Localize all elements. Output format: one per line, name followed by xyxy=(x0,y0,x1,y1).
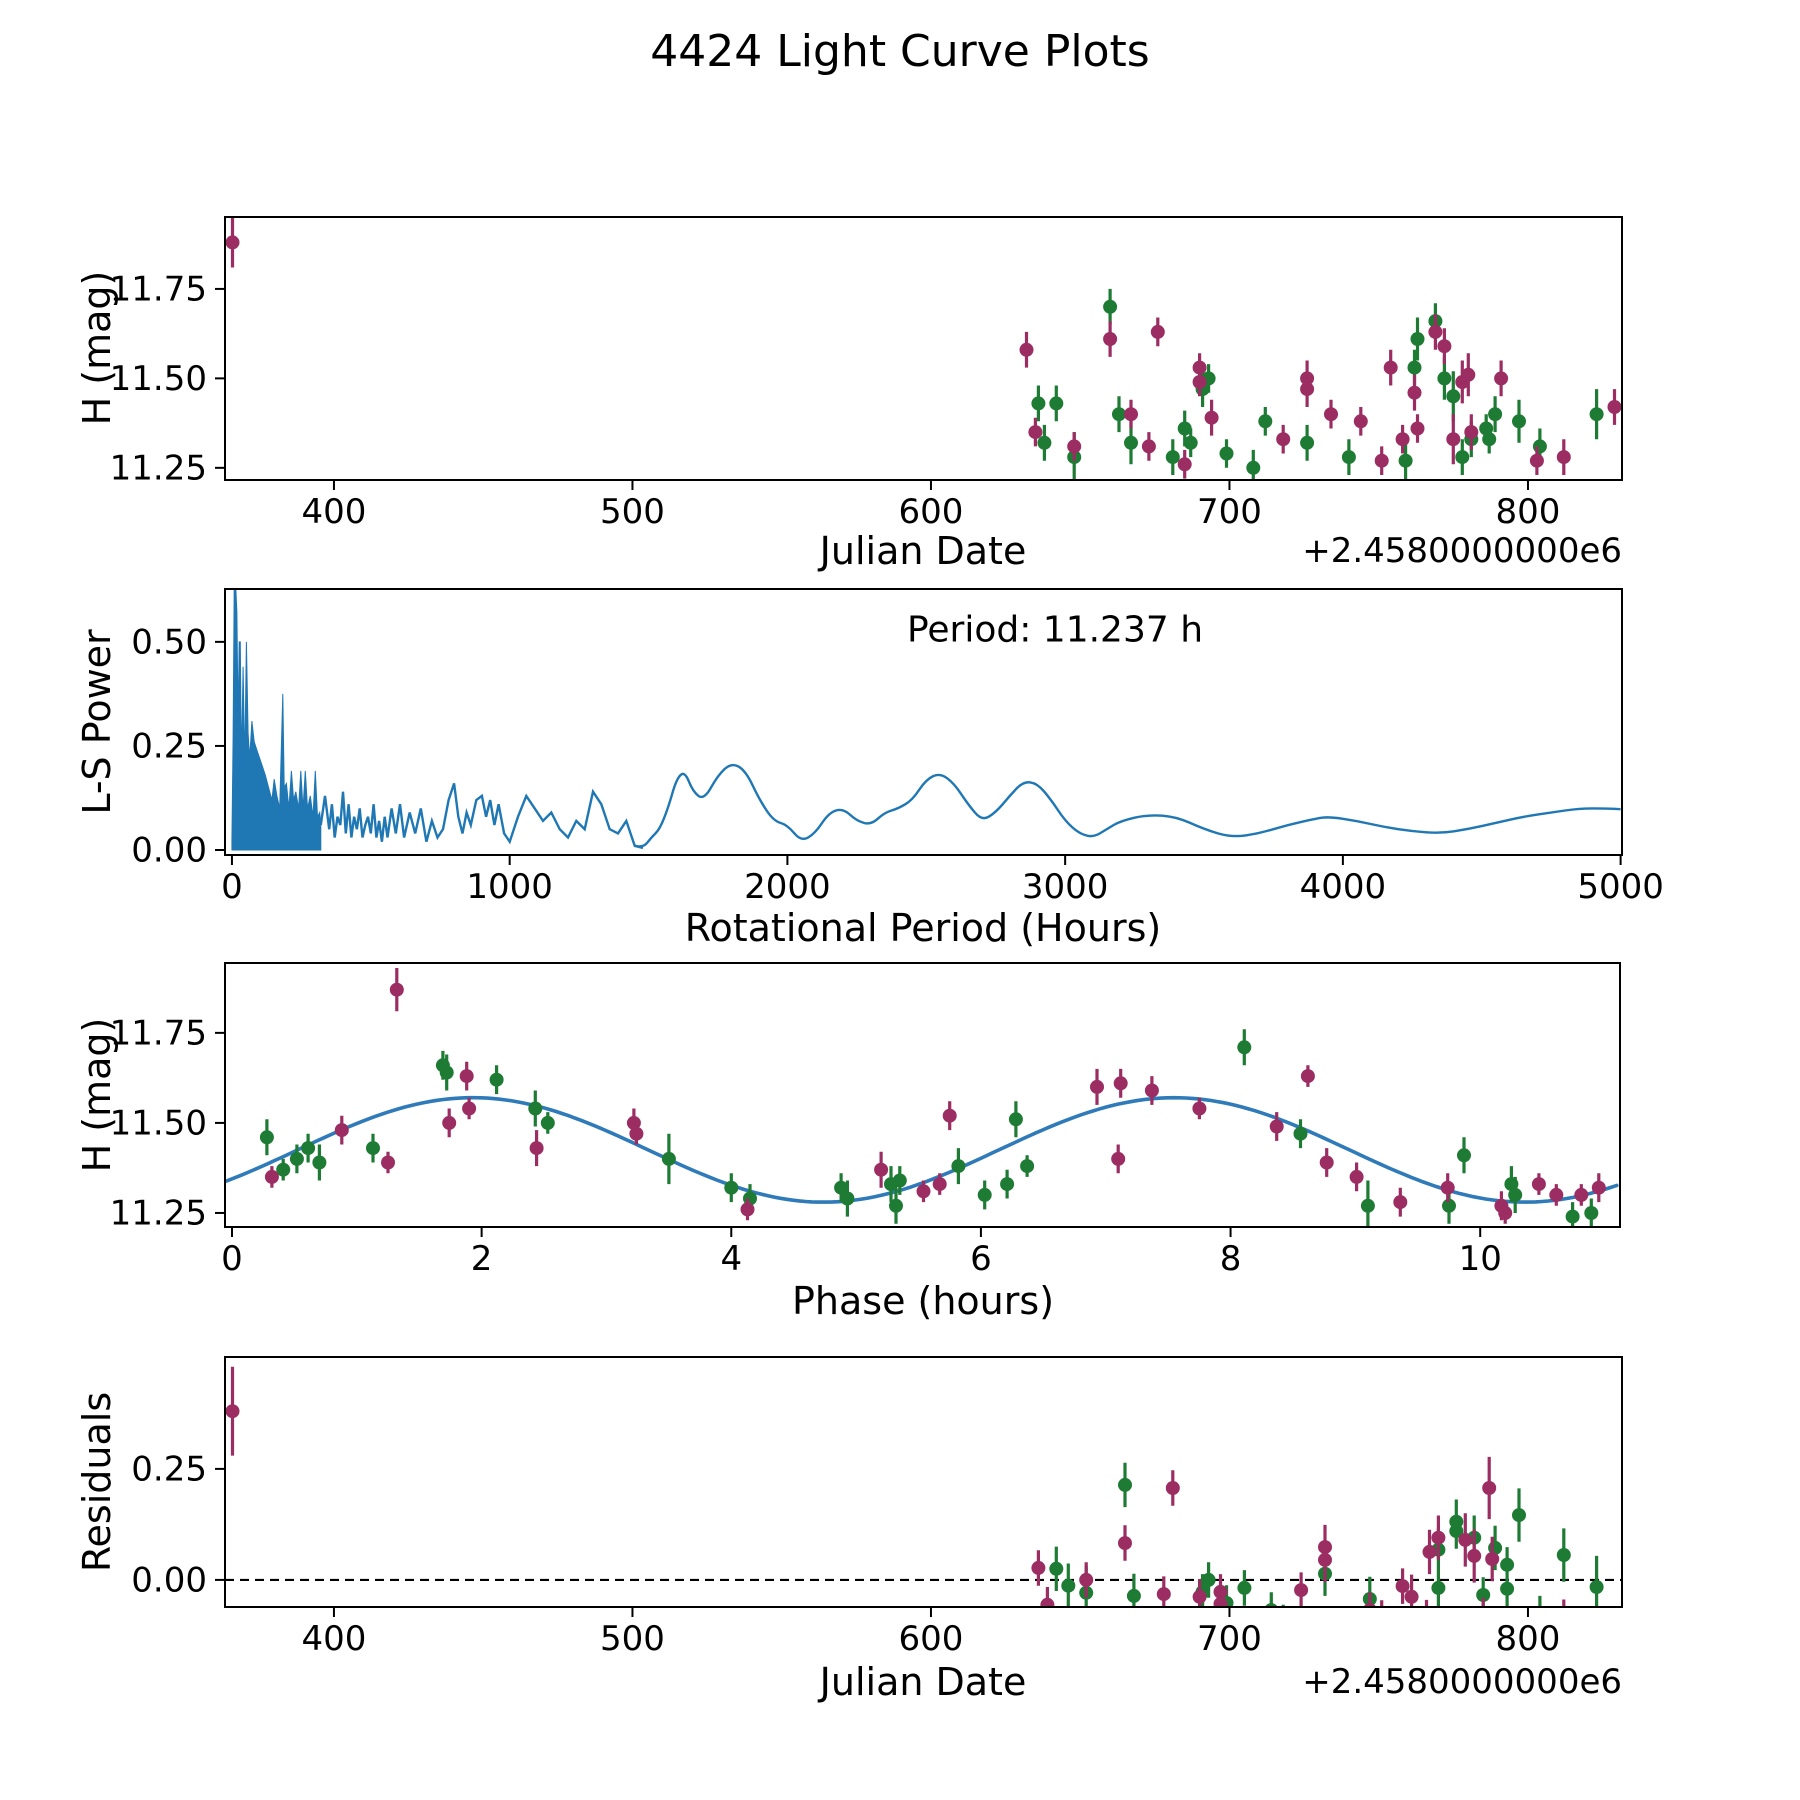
svg-text:11.50: 11.50 xyxy=(110,1103,207,1143)
jd-plot-ylabel: H (mag) xyxy=(75,270,119,426)
svg-text:5000: 5000 xyxy=(1577,867,1664,907)
periodogram-ylabel: L-S Power xyxy=(75,629,119,815)
svg-text:11.50: 11.50 xyxy=(110,359,207,399)
svg-text:10: 10 xyxy=(1459,1239,1502,1279)
svg-text:0.50: 0.50 xyxy=(131,622,207,662)
period-annotation: Period: 11.237 h xyxy=(906,609,1204,651)
svg-text:700: 700 xyxy=(1197,1619,1262,1659)
svg-text:2000: 2000 xyxy=(744,867,831,907)
svg-text:1000: 1000 xyxy=(466,867,553,907)
figure-title: 4424 Light Curve Plots xyxy=(650,26,1150,77)
svg-text:0: 0 xyxy=(221,1239,243,1279)
svg-text:700: 700 xyxy=(1197,492,1262,532)
svg-text:800: 800 xyxy=(1496,492,1561,532)
svg-text:400: 400 xyxy=(302,492,367,532)
svg-text:11.75: 11.75 xyxy=(110,269,207,309)
svg-text:0.00: 0.00 xyxy=(131,831,207,871)
phase-plot-ylabel: H (mag) xyxy=(75,1017,119,1173)
svg-text:600: 600 xyxy=(899,492,964,532)
svg-text:0.25: 0.25 xyxy=(131,726,207,766)
phase-plot-xlabel: Phase (hours) xyxy=(791,1279,1055,1323)
svg-text:0.00: 0.00 xyxy=(131,1560,207,1600)
periodogram-xlabel: Rotational Period (Hours) xyxy=(684,906,1162,950)
svg-text:4: 4 xyxy=(720,1239,742,1279)
jd-plot-axis-offset: +2.4580000000e6 xyxy=(1302,531,1622,571)
svg-text:11.25: 11.25 xyxy=(110,1194,207,1234)
svg-text:8: 8 xyxy=(1220,1239,1242,1279)
svg-text:500: 500 xyxy=(600,492,665,532)
svg-text:11.25: 11.25 xyxy=(110,448,207,488)
svg-text:600: 600 xyxy=(899,1619,964,1659)
svg-text:3000: 3000 xyxy=(1022,867,1109,907)
svg-text:2: 2 xyxy=(471,1239,493,1279)
svg-text:6: 6 xyxy=(970,1239,992,1279)
svg-text:0: 0 xyxy=(221,867,243,907)
residuals-axis-offset: +2.4580000000e6 xyxy=(1302,1662,1622,1702)
svg-text:500: 500 xyxy=(600,1619,665,1659)
svg-text:4000: 4000 xyxy=(1300,867,1387,907)
svg-text:11.75: 11.75 xyxy=(110,1013,207,1053)
residuals-ylabel: Residuals xyxy=(75,1391,119,1573)
svg-text:0.25: 0.25 xyxy=(131,1449,207,1489)
residuals-xlabel: Julian Date xyxy=(819,1660,1027,1704)
jd-plot-xlabel: Julian Date xyxy=(819,529,1027,573)
svg-text:800: 800 xyxy=(1496,1619,1561,1659)
svg-text:400: 400 xyxy=(302,1619,367,1659)
